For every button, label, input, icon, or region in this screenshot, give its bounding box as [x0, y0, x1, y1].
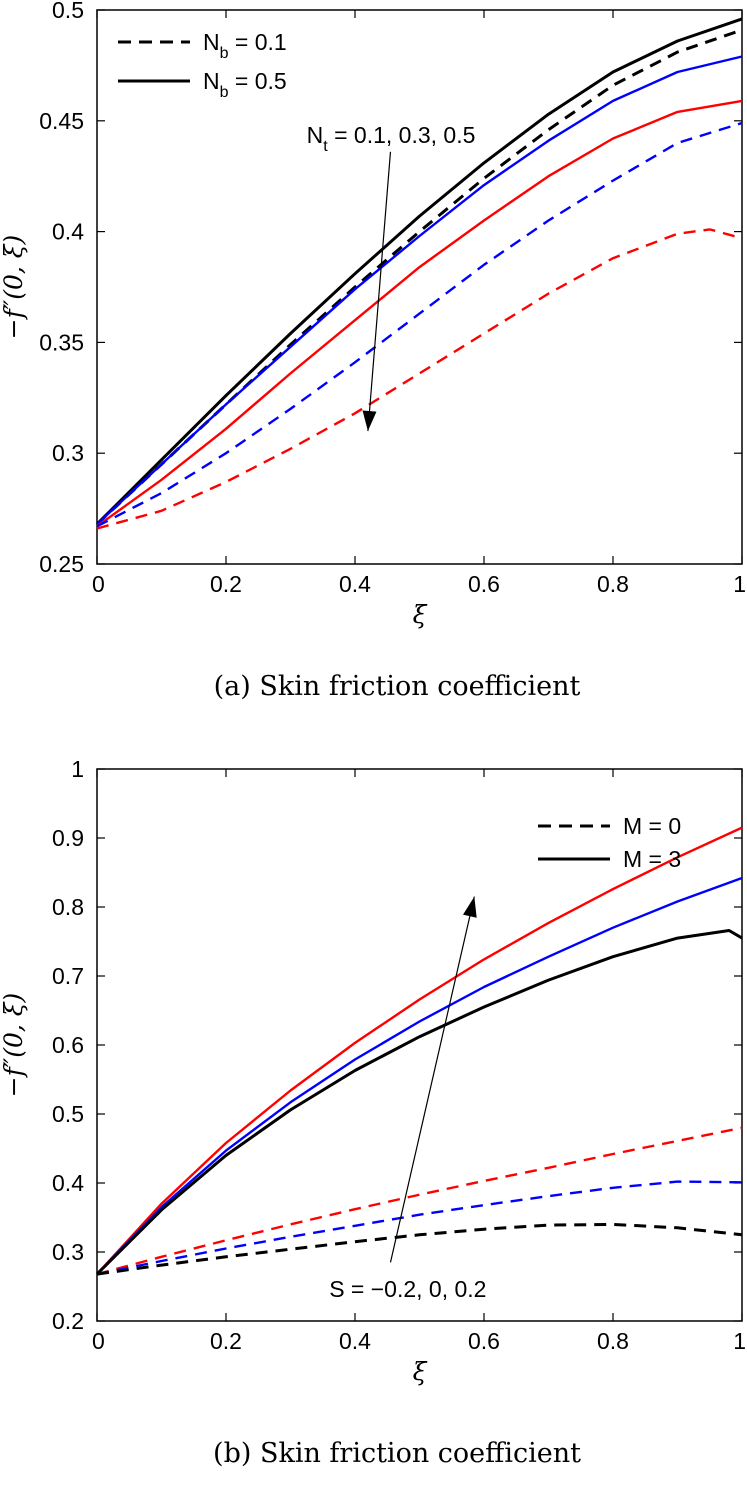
annotation-arrow-head — [463, 896, 477, 918]
legend-label: M = 3 — [623, 846, 681, 872]
panel-b-caption: (b) Skin friction coefficient — [213, 1438, 581, 1469]
legend-label: M = 0 — [623, 813, 681, 839]
x-axis-label: ξ — [413, 600, 428, 629]
series-line-red-solid — [96, 826, 743, 1275]
plot-area — [96, 9, 743, 565]
x-tick-label: 0.6 — [468, 571, 500, 597]
y-axis-label: −f″(0, ξ) — [0, 993, 28, 1098]
y-tick-label: 0.5 — [52, 1101, 84, 1127]
x-tick-label: 0.4 — [339, 1328, 371, 1354]
series-line-black-dashed — [95, 28, 743, 526]
y-tick-label: 0.8 — [52, 894, 84, 920]
x-tick-label: 0.4 — [339, 571, 371, 597]
y-tick-label: 0.5 — [52, 0, 84, 23]
series-line-red-dashed — [96, 1126, 743, 1276]
y-tick-label: 0.3 — [52, 1239, 84, 1265]
y-tick-label: 0.7 — [52, 963, 84, 989]
y-tick-label: 0.9 — [52, 825, 84, 851]
panel-b: (b) Skin friction coefficient 0 0.2 0.4 0.6… — [0, 756, 746, 1469]
series-line-red-solid — [96, 99, 743, 528]
y-tick-label: 0.4 — [52, 1170, 84, 1196]
y-axis-label: −f″(0, ξ) — [0, 235, 28, 340]
x-tick-label: 0 — [92, 571, 105, 597]
annotation-arrow-shaft — [367, 151, 392, 432]
series-line-black-solid — [95, 17, 743, 526]
y-tick-label: 0.6 — [52, 1032, 84, 1058]
x-tick-label: 0.8 — [597, 1328, 629, 1354]
y-tick-label: 0.2 — [52, 1308, 84, 1334]
annotation-arrow-shaft — [389, 896, 475, 1263]
x-tick-label: 0 — [92, 1328, 105, 1354]
panel-a: (a) Skin friction coefficient 0 0.2 0.4 0.6… — [0, 0, 746, 702]
y-tick-label: 0.45 — [39, 108, 84, 134]
y-tick-label: 0.3 — [52, 440, 84, 466]
series-line-blue-dashed — [96, 121, 743, 528]
annotation-label: S = −0.2, 0, 0.2 — [329, 1276, 486, 1302]
annotation-label: Nt = 0.1, 0.3, 0.5 — [307, 122, 476, 155]
x-tick-label: 0.6 — [468, 1328, 500, 1354]
y-tick-label: 1 — [71, 756, 84, 782]
series-line-blue-solid — [96, 55, 743, 525]
x-tick-label: 0.2 — [210, 571, 242, 597]
x-axis-label: ξ — [413, 1357, 428, 1386]
y-tick-label: 0.35 — [39, 329, 84, 355]
y-tick-label: 0.25 — [39, 551, 84, 577]
series-line-black-dashed — [96, 1222, 743, 1276]
series-line-red-dashed — [96, 228, 743, 530]
annotation-arrow-head — [362, 410, 377, 432]
x-tick-label: 1 — [733, 1328, 746, 1354]
series-line-blue-solid — [96, 876, 743, 1275]
x-tick-label: 0.2 — [210, 1328, 242, 1354]
x-tick-label: 0.8 — [597, 571, 629, 597]
legend-label: Nb = 0.5 — [203, 68, 287, 101]
panel-a-caption: (a) Skin friction coefficient — [214, 671, 581, 702]
series-line-blue-dashed — [96, 1180, 743, 1276]
y-tick-label: 0.4 — [52, 219, 84, 245]
series-line-black-solid — [95, 929, 743, 1276]
x-tick-label: 1 — [733, 571, 746, 597]
legend-label: Nb = 0.1 — [203, 29, 287, 62]
